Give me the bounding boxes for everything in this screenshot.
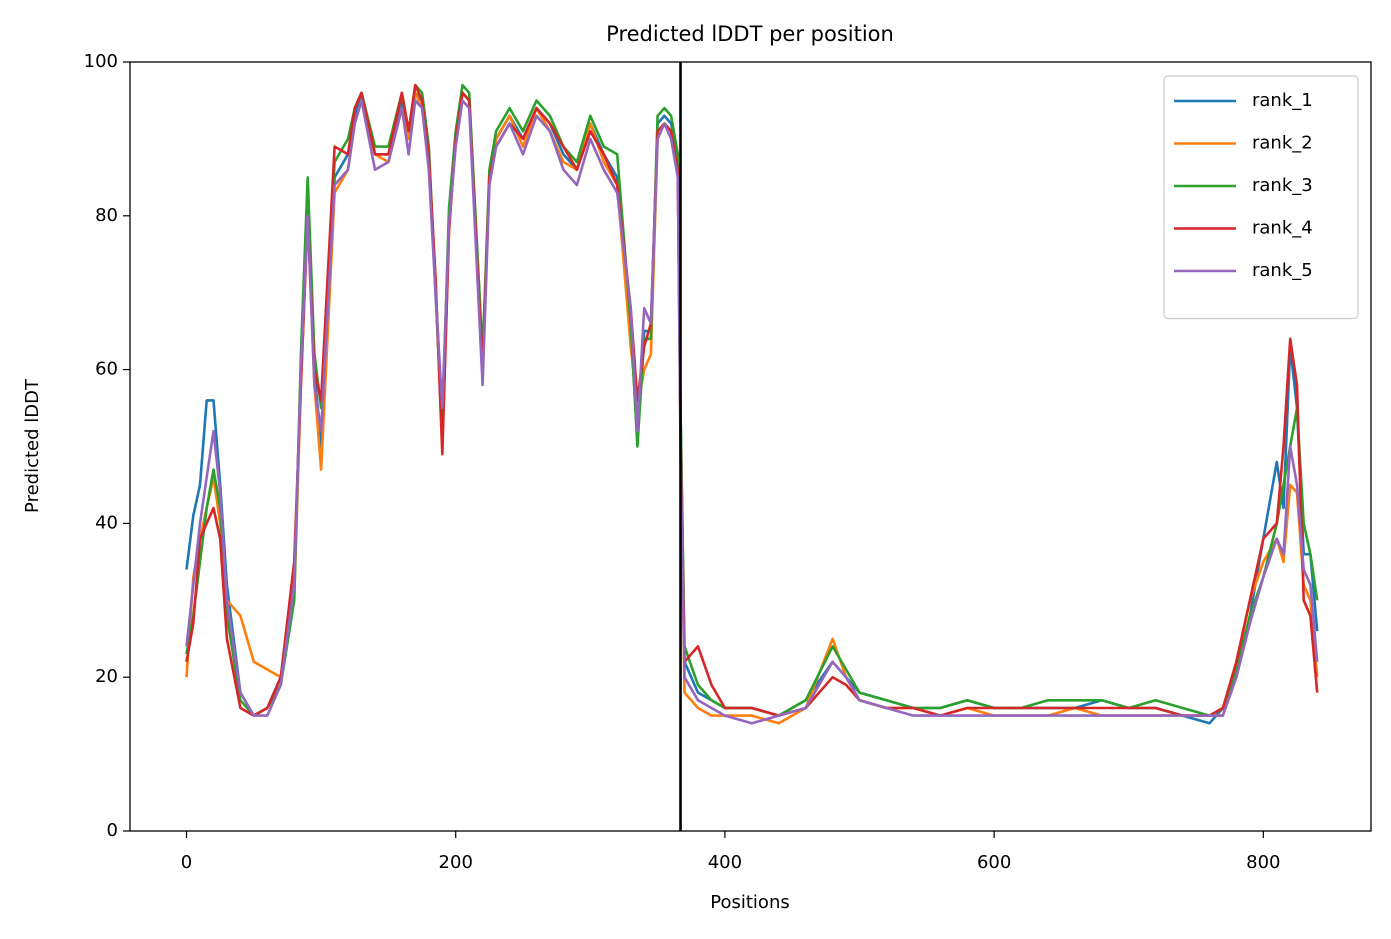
x-tick-label: 600 bbox=[977, 852, 1011, 873]
y-tick-label: 0 bbox=[107, 820, 118, 841]
x-tick-label: 800 bbox=[1246, 852, 1280, 873]
series-line bbox=[185, 83, 1319, 717]
chart-title: Predicted lDDT per position bbox=[606, 22, 894, 46]
legend-label: rank_2 bbox=[1252, 133, 1313, 154]
series-line bbox=[185, 91, 1319, 725]
legend-label: rank_4 bbox=[1252, 218, 1313, 239]
x-tick-label: 200 bbox=[439, 852, 473, 873]
legend-label: rank_1 bbox=[1252, 90, 1313, 111]
x-tick-label: 400 bbox=[708, 852, 742, 873]
series-line bbox=[185, 99, 1319, 725]
x-tick-label: 0 bbox=[181, 852, 192, 873]
legend-box bbox=[1163, 75, 1359, 320]
y-tick-label: 20 bbox=[95, 666, 118, 687]
y-axis-label: Predicted lDDT bbox=[22, 378, 43, 513]
plot-frame bbox=[129, 61, 1372, 832]
x-axis-label: Positions bbox=[710, 892, 789, 913]
y-tick-label: 100 bbox=[84, 51, 118, 72]
y-tick-label: 80 bbox=[95, 205, 118, 226]
y-tick-label: 40 bbox=[95, 512, 118, 533]
legend-label: rank_3 bbox=[1252, 175, 1313, 196]
series-line bbox=[185, 91, 1319, 725]
series-line bbox=[185, 83, 1319, 717]
legend-label: rank_5 bbox=[1252, 260, 1313, 281]
y-tick-label: 60 bbox=[95, 359, 118, 380]
